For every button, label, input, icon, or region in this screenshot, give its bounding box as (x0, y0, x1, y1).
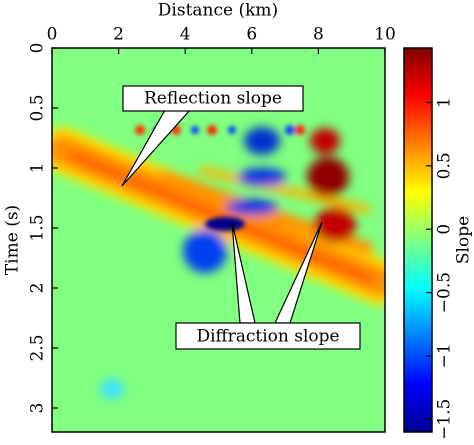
y-tick-label: 0.5 (28, 94, 48, 121)
annotation: Reflection slope (144, 89, 282, 109)
y-tick-label: 1 (28, 163, 48, 174)
annotation-box (122, 85, 304, 112)
colorbar-tick-label: −0.5 (435, 272, 455, 313)
colorbar-tick-label: −1 (435, 343, 455, 368)
colorbar-tick-label: 0 (435, 224, 455, 235)
x-tick-label: 10 (374, 25, 396, 45)
annotation-box (175, 322, 361, 350)
colorbar (403, 47, 433, 433)
x-tick-label: 6 (246, 25, 257, 45)
y-tick-label: 2.5 (28, 334, 48, 361)
y-tick-label: 2 (28, 283, 48, 294)
colorbar-tick-label: 1 (435, 97, 455, 108)
x-tick-label: 0 (47, 25, 58, 45)
x-tick-label: 4 (180, 25, 191, 45)
y-tick-label: 3 (28, 403, 48, 414)
x-axis-title: Distance (km) (158, 1, 278, 21)
x-tick-label: 8 (313, 25, 324, 45)
heatmap-image (52, 48, 385, 432)
colorbar-tick-label: −1.5 (435, 399, 455, 440)
colorbar-title: Slope (454, 216, 474, 264)
annotation: Diffraction slope (196, 327, 339, 347)
colorbar-tick-label: 0.5 (435, 152, 455, 179)
y-tick-label: 1.5 (28, 214, 48, 241)
y-axis-title: Time (s) (3, 205, 23, 275)
x-tick-label: 2 (113, 25, 124, 45)
y-tick-label: 0 (28, 43, 48, 54)
plot-frame (51, 47, 386, 433)
